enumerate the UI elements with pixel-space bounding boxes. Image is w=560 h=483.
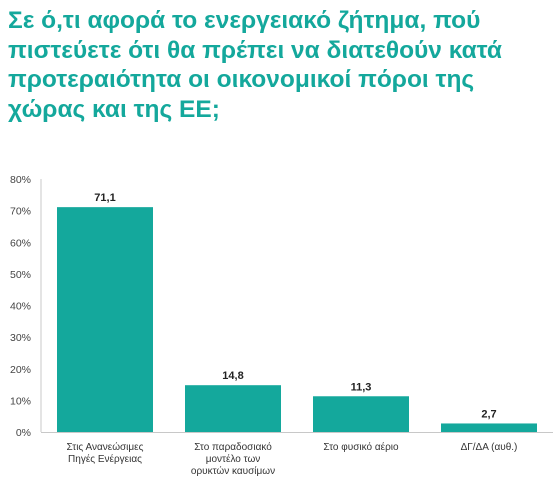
y-tick-label: 80% xyxy=(10,174,31,186)
x-tick-label-line: Στο παραδοσιακό xyxy=(194,441,272,453)
y-tick-label: 40% xyxy=(10,301,31,313)
x-tick-label-line: ΔΓ/ΔΑ (αυθ.) xyxy=(461,442,518,453)
y-tick-label: 10% xyxy=(10,395,31,407)
data-label: 14,8 xyxy=(222,370,243,382)
x-tick-label-line: ορυκτών καυσίμων xyxy=(191,465,275,477)
title-line-3: προτεραιότητα οι οικονομικοί πόροι της xyxy=(8,66,475,93)
x-tick-label: Στις Ανανεώσιμες Πηγές Ενέργειας xyxy=(67,441,144,465)
y-tick-label: 70% xyxy=(10,206,31,218)
x-tick-label-line: Πηγές Ενέργειας xyxy=(68,453,142,465)
bar xyxy=(441,423,537,432)
bar xyxy=(57,207,153,432)
y-tick-label: 0% xyxy=(16,427,31,439)
title-line-2: πιστεύετε ότι θα πρέπει να διατεθούν κατ… xyxy=(8,36,502,64)
x-tick-label-line: Στο φυσικό αέριο xyxy=(323,441,399,453)
title-line-4: χώρας και της ΕΕ; xyxy=(8,95,220,123)
bar xyxy=(185,385,281,432)
x-tick-label: ΔΓ/ΔΑ (αυθ.) xyxy=(461,442,518,453)
y-tick-label: 60% xyxy=(10,237,31,249)
title-line-1: Σε ό,τι αφορά το ενεργειακό ζήτημα, πού xyxy=(8,7,481,34)
y-tick-label: 50% xyxy=(10,269,31,281)
x-tick-label-line: Στις Ανανεώσιμες xyxy=(67,441,144,453)
x-tick-label-line: μοντέλο των xyxy=(206,453,261,465)
bar xyxy=(313,396,409,432)
y-tick-label: 20% xyxy=(10,364,31,376)
data-label: 11,3 xyxy=(351,381,372,393)
x-tick-label: Στο φυσικό αέριο xyxy=(323,441,399,453)
data-label: 2,7 xyxy=(481,408,496,420)
chart-title: Σε ό,τι αφορά το ενεργειακό ζήτημα, πού … xyxy=(8,6,556,124)
data-label: 71,1 xyxy=(94,192,115,204)
x-tick-label: Στο παραδοσιακό μοντέλο των ορυκτών καυσίμ… xyxy=(191,441,275,477)
y-tick-label: 30% xyxy=(10,332,31,344)
